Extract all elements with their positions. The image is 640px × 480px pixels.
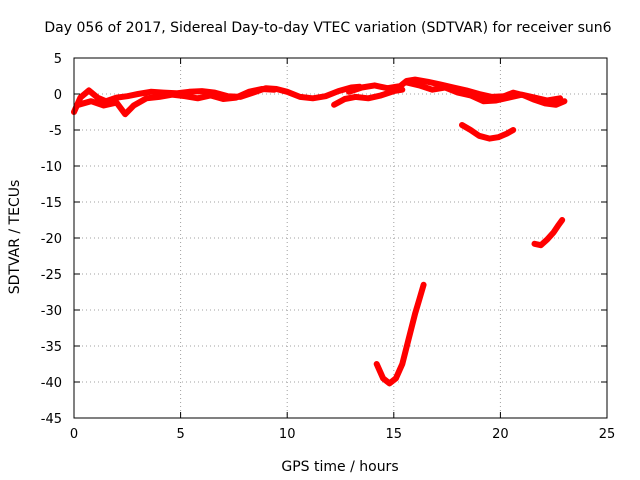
y-tick-label: 5 [54, 52, 62, 67]
y-tick-label: -25 [41, 268, 62, 283]
x-tick-label: 5 [176, 427, 184, 442]
series-line-sat-f [467, 89, 568, 108]
y-tick-label: -45 [41, 412, 62, 427]
x-axis-label: GPS time / hours [281, 459, 398, 475]
x-tick-label: 25 [599, 427, 616, 442]
x-tick-label: 15 [386, 427, 403, 442]
series-line-sat-g [459, 122, 517, 142]
y-tick-label: -10 [41, 160, 62, 175]
y-tick-label: -5 [49, 124, 62, 139]
y-tick-label: -20 [41, 232, 62, 247]
x-tick-label: 0 [70, 427, 78, 442]
series-line-sat-b [75, 86, 278, 118]
plot-frame [73, 57, 608, 419]
series-line-sat-c [331, 86, 406, 108]
x-tick-label: 20 [492, 427, 509, 442]
series-line-sat-i [373, 281, 427, 387]
y-tick-label: -35 [41, 340, 62, 355]
y-tick-label: 0 [54, 88, 62, 103]
y-tick-label: -15 [41, 196, 62, 211]
y-tick-label: -40 [41, 376, 62, 391]
chart-title: Day 056 of 2017, Sidereal Day-to-day VTE… [44, 20, 611, 36]
y-tick-label: -30 [41, 304, 62, 319]
grid [74, 58, 607, 418]
series-line-sat-h [531, 217, 566, 249]
x-tick-label: 10 [279, 427, 296, 442]
series-layer [71, 76, 568, 387]
series-line-sat-a [71, 83, 363, 115]
ticks: 0 5 10 15 20 25 5 0 -5 -10 -15 -20 -25 -30 -35 -40 -45 [41, 52, 616, 442]
y-axis-label: SDTVAR / TECUs [7, 180, 23, 295]
